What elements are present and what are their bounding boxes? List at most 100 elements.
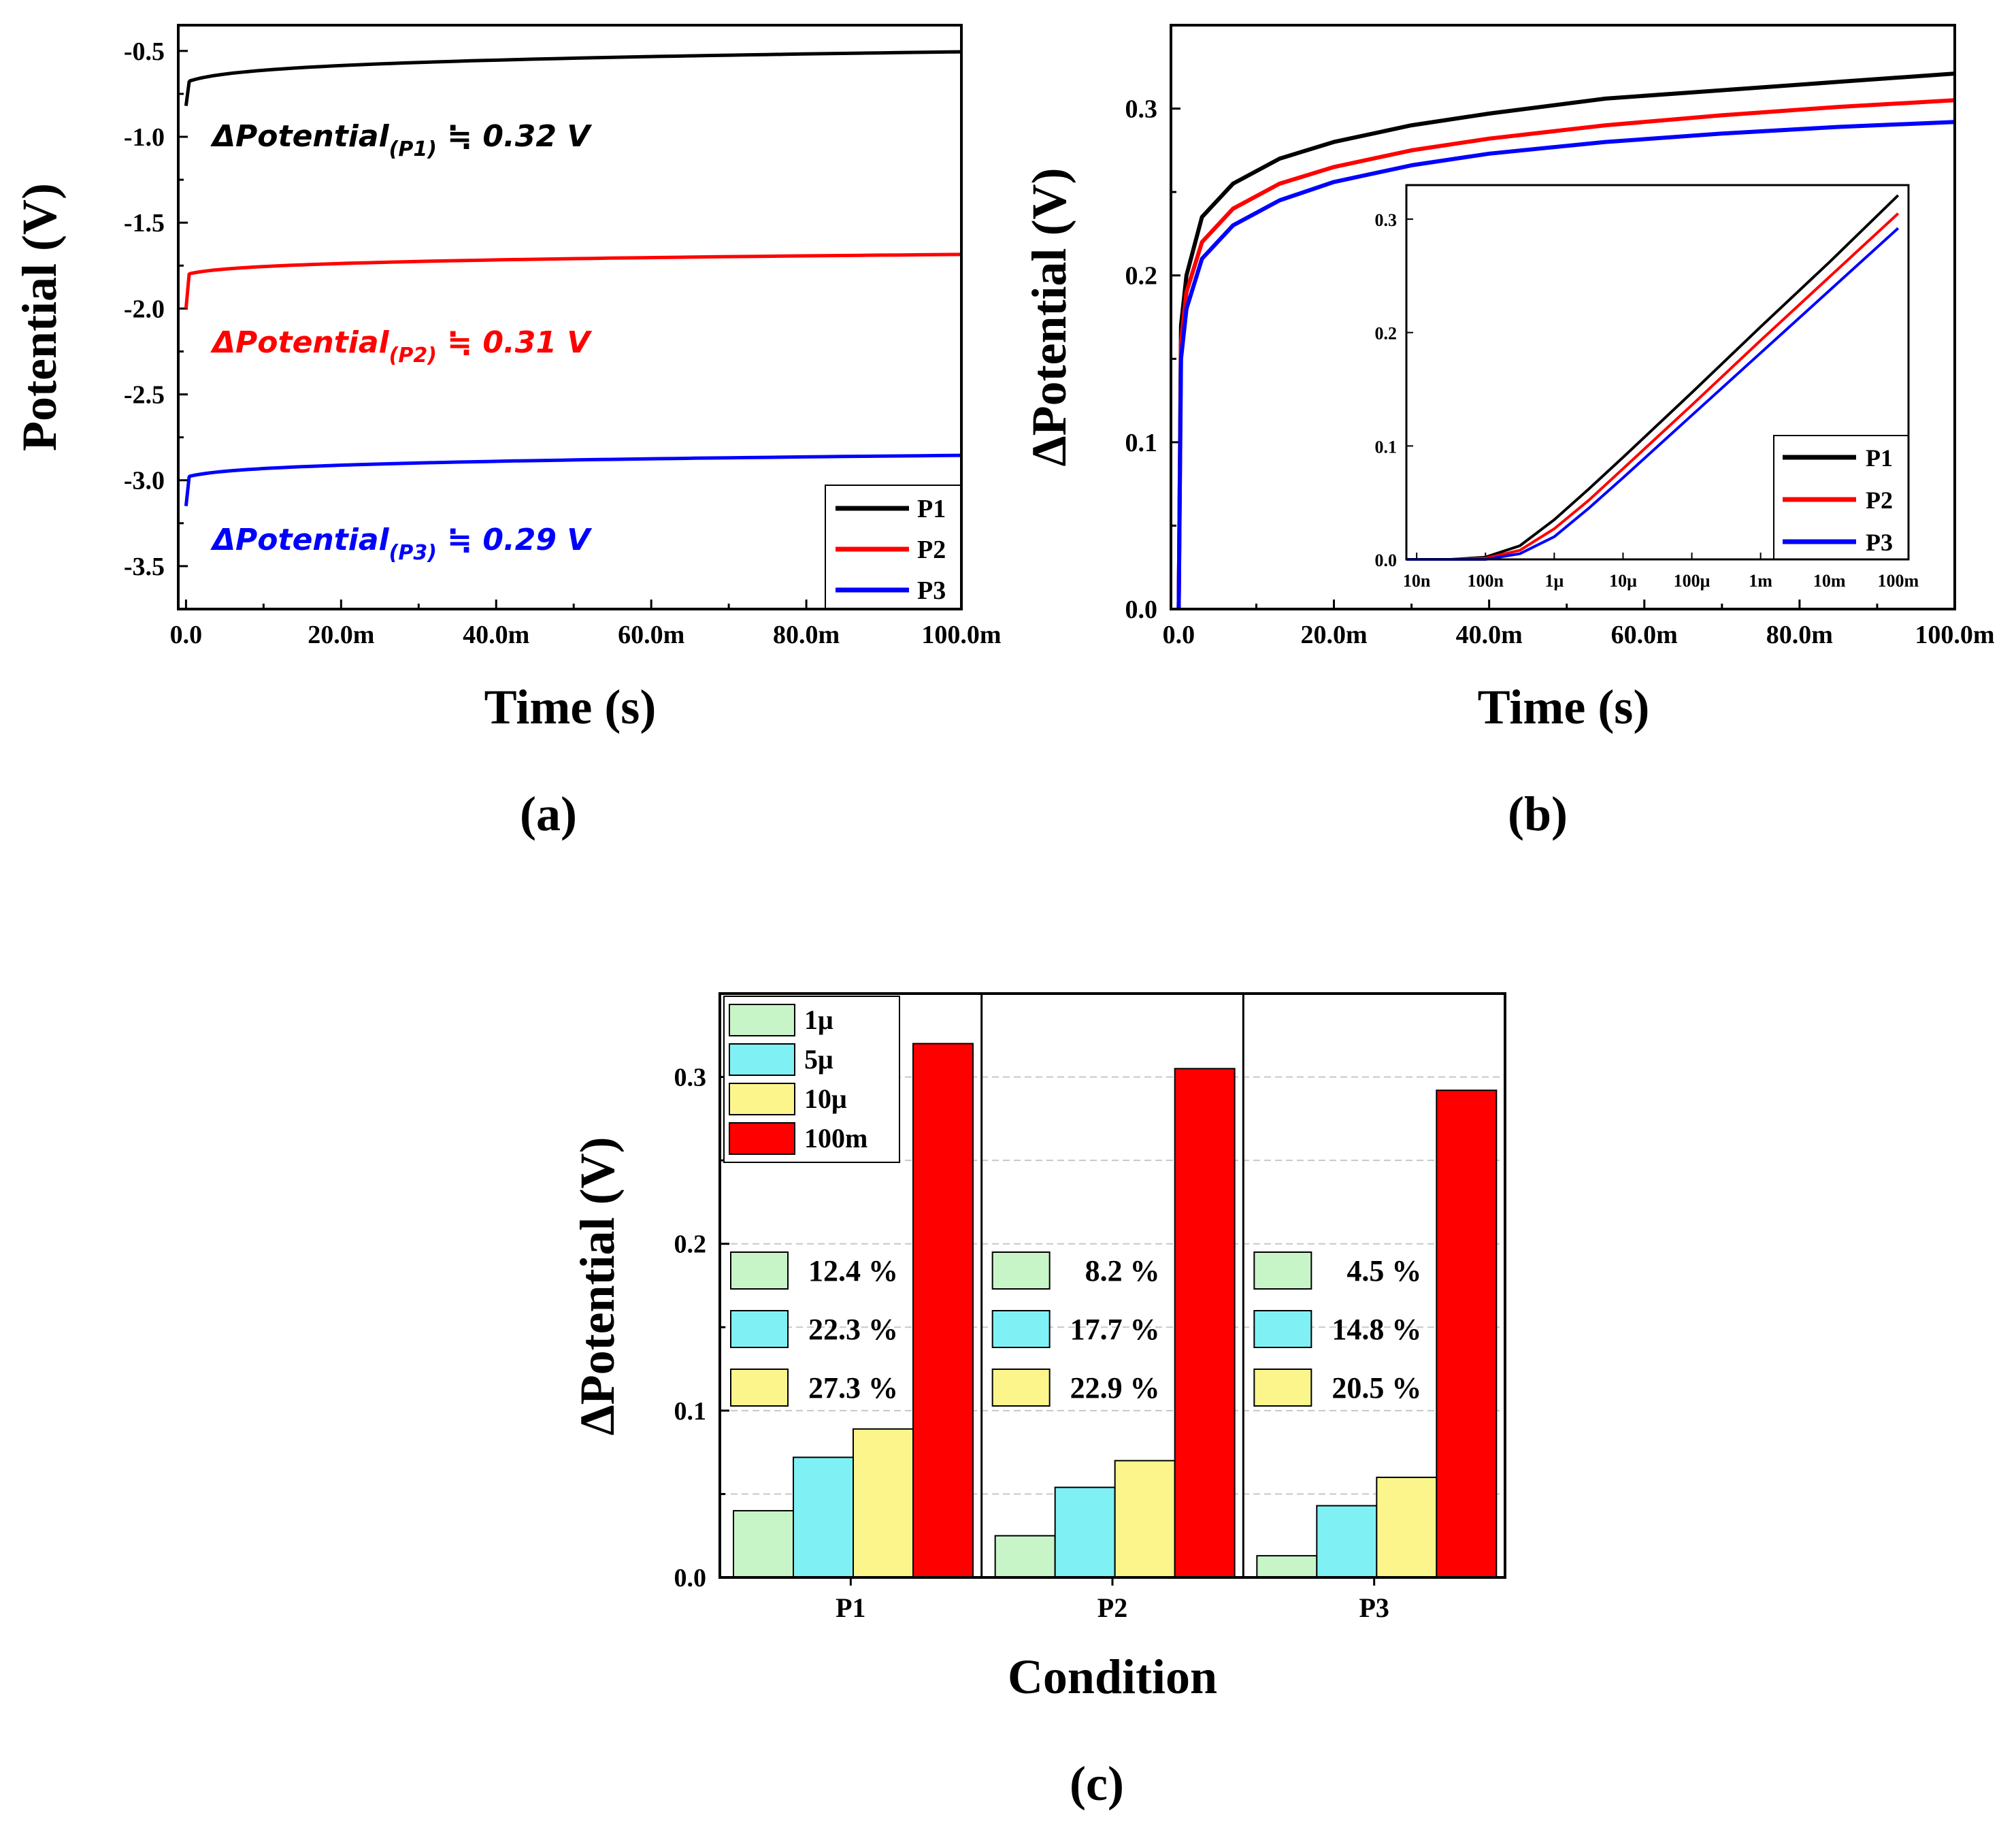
annotation-lead: ΔPotential xyxy=(210,523,390,557)
bar-p2-5μ xyxy=(1054,1486,1116,1578)
legend-label-p2: P2 xyxy=(917,536,946,564)
inset-legend-label-p2: P2 xyxy=(1866,487,1893,514)
bar-p2-10μ xyxy=(1114,1460,1176,1578)
ratio-swatch-p2-1μ xyxy=(991,1251,1051,1290)
inset-x-tick-label: 10μ xyxy=(1609,571,1637,591)
bar-p1-10μ xyxy=(853,1428,914,1578)
x-tick-label: 40.0m xyxy=(463,621,529,649)
y-axis-title: ΔPotential (V) xyxy=(570,1136,625,1435)
x-tick-label: 100.0m xyxy=(921,621,1001,649)
ratio-swatch-p3-5μ xyxy=(1253,1310,1312,1348)
bar-p1-1μ xyxy=(733,1509,794,1579)
bar-p1-100m xyxy=(912,1043,974,1578)
legend-swatch-1μ xyxy=(729,1004,795,1036)
legend-swatch-5μ xyxy=(729,1043,795,1076)
ratio-swatch-p3-1μ xyxy=(1253,1251,1312,1290)
inset-x-tick-label: 100μ xyxy=(1674,571,1711,591)
legend-label-p1: P1 xyxy=(917,495,946,523)
ratio-label-p3-1μ: 4.5 % xyxy=(1346,1254,1421,1288)
inset-legend: P1 P2 P3 xyxy=(1773,435,1909,560)
legend: 1μ 5μ 10μ 100m xyxy=(723,996,900,1163)
ratio-swatch-p3-10μ xyxy=(1253,1369,1312,1407)
x-tick-label: P1 xyxy=(836,1592,865,1623)
panel-a-chart: 0.0 20.0m 40.0m 60.0m 80.0m 100.0m -0.5 -1.0 -1.… xyxy=(12,24,1002,841)
y-tick-label: -3.0 xyxy=(124,467,165,495)
y-axis-title: ΔPotential (V) xyxy=(1022,167,1076,466)
inset-x-tick-label: 10m xyxy=(1813,571,1846,591)
y-tick-label: 0.3 xyxy=(674,1064,707,1092)
annotation-subscript: (P2) xyxy=(389,344,437,367)
y-axis-title: Potential (V) xyxy=(12,183,67,451)
inset-x-tick-label: 1μ xyxy=(1544,571,1564,591)
legend-label-5μ: 5μ xyxy=(804,1044,833,1075)
legend-label-10μ: 10μ xyxy=(804,1083,847,1114)
series-line-p3 xyxy=(184,453,962,506)
y-tick-label: 0.3 xyxy=(1125,95,1158,124)
ratio-swatch-p1-5μ xyxy=(730,1310,789,1348)
panel-c-chart: 0.0 0.1 0.2 0.3 P1 12.4 % 22.3 % 27.3 % P2 8.2 % 1… xyxy=(570,992,1506,1811)
y-tick-label: 0.0 xyxy=(1125,595,1158,624)
y-tick-label: -3.5 xyxy=(124,553,165,581)
panel-label-b: (b) xyxy=(1508,787,1568,841)
bar-p3-1μ xyxy=(1256,1555,1318,1578)
panel-label-a: (a) xyxy=(520,787,577,841)
x-tick-label: P3 xyxy=(1359,1592,1389,1623)
x-tick-label: 40.0m xyxy=(1456,621,1523,649)
series-line-p1 xyxy=(184,50,962,106)
ratio-swatch-p1-1μ xyxy=(730,1251,789,1290)
ratio-label-p3-10μ: 20.5 % xyxy=(1332,1371,1421,1405)
bar-p3-10μ xyxy=(1376,1476,1438,1579)
legend-label-p3: P3 xyxy=(917,576,946,605)
plot-frame xyxy=(718,992,1506,1579)
y-tick-label: -2.0 xyxy=(124,295,165,323)
legend-label-1μ: 1μ xyxy=(804,1004,833,1035)
ratio-label-p2-1μ: 8.2 % xyxy=(1085,1254,1160,1288)
x-tick-label: 0.0 xyxy=(1163,621,1195,649)
x-tick-label: P2 xyxy=(1097,1592,1127,1623)
x-tick-label: 60.0m xyxy=(1611,621,1678,649)
annotation-lead: ΔPotential xyxy=(210,119,390,154)
inset-legend-label-p3: P3 xyxy=(1866,529,1893,556)
y-tick-label: -1.5 xyxy=(124,209,165,238)
legend-swatch-100m xyxy=(729,1122,795,1155)
panel-label-c: (c) xyxy=(1070,1756,1124,1811)
ratio-swatch-p2-10μ xyxy=(991,1369,1051,1407)
ratio-swatch-p1-10μ xyxy=(730,1369,789,1407)
plot-frame xyxy=(177,24,963,610)
inset-y-tick-label: 0.2 xyxy=(1375,324,1398,344)
inset-chart: 10n 100n 1μ 10μ 100μ 1m 10m 100m0.00.10.20.3P1P… xyxy=(1375,184,1919,591)
ratio-label-p2-10μ: 22.9 % xyxy=(1070,1371,1160,1405)
annotation-subscript: (P3) xyxy=(389,541,437,565)
legend: P1 P2 P3 xyxy=(825,485,962,610)
x-axis-title: Condition xyxy=(1008,1650,1217,1704)
series-line-p2 xyxy=(1176,98,1955,610)
annotation-lead: ΔPotential xyxy=(210,325,390,360)
series-line-p3 xyxy=(1176,120,1955,610)
ratio-label-p2-5μ: 17.7 % xyxy=(1070,1313,1160,1346)
ratio-swatch-p2-5μ xyxy=(991,1310,1051,1348)
inset-y-tick-label: 0.1 xyxy=(1375,437,1398,457)
y-tick-label: -0.5 xyxy=(124,37,165,66)
inset-legend-label-p1: P1 xyxy=(1866,444,1893,472)
y-tick-label: -1.0 xyxy=(124,123,165,152)
x-tick-label: 20.0m xyxy=(1300,621,1367,649)
ratio-label-p1-5μ: 22.3 % xyxy=(808,1313,898,1346)
bar-p3-100m xyxy=(1436,1090,1498,1578)
x-axis-title: Time (s) xyxy=(484,680,657,734)
annotation-value: ≒ 0.29 V xyxy=(437,523,592,557)
bar-p3-5μ xyxy=(1316,1505,1378,1579)
ratio-label-p1-1μ: 12.4 % xyxy=(808,1254,898,1288)
inset-frame xyxy=(1405,184,1910,561)
inset-x-tick-label: 10n xyxy=(1403,571,1431,591)
delta-annotation-p2: ΔPotential(P2) ≒ 0.31 V xyxy=(210,325,592,367)
plot-frame xyxy=(1170,24,1956,610)
bar-p2-1μ xyxy=(994,1535,1056,1579)
inset-y-tick-label: 0.3 xyxy=(1375,210,1398,230)
ratio-label-p1-10μ: 27.3 % xyxy=(808,1371,898,1405)
delta-annotation-p3: ΔPotential(P3) ≒ 0.29 V xyxy=(210,523,592,565)
annotation-value: ≒ 0.32 V xyxy=(437,119,592,154)
delta-annotation-p1: ΔPotential(P1) ≒ 0.32 V xyxy=(210,119,592,161)
x-tick-label: 80.0m xyxy=(1766,621,1833,649)
x-axis-title: Time (s) xyxy=(1478,680,1650,734)
